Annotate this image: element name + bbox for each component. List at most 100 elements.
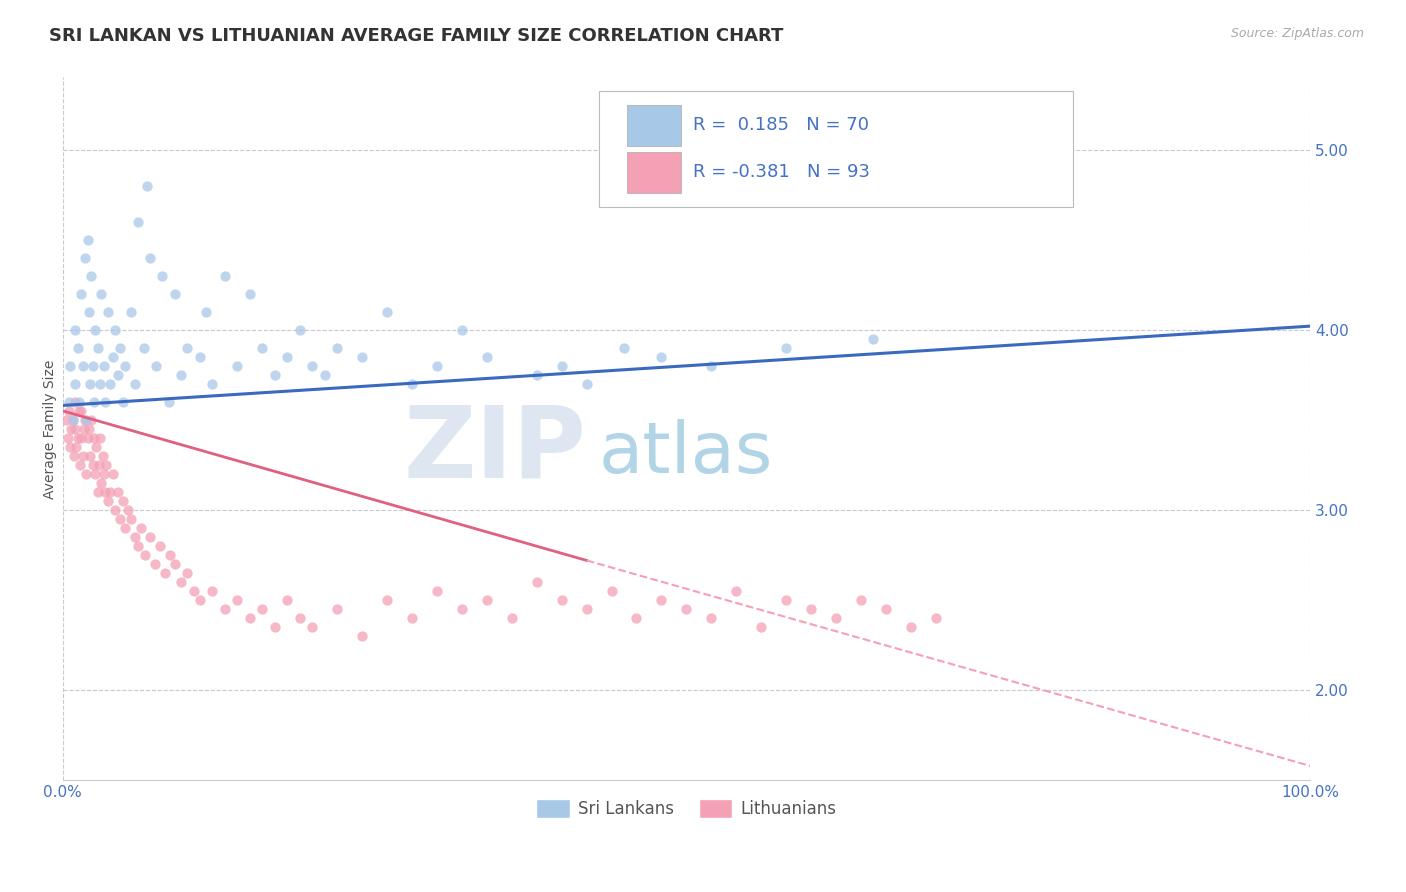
Point [83,431,105,445]
Point [107,368,129,382]
Point [288,611,311,625]
Point [475,593,498,607]
Point [276,593,298,607]
Point [59,359,82,373]
Point [114,521,136,535]
Point [58,394,80,409]
Point [67,394,90,409]
Point [314,368,336,382]
Point [252,341,274,355]
Point [120,512,142,526]
Point [63,376,86,391]
Point [170,575,193,590]
Point [70,431,93,445]
Point [97,494,120,508]
Point [86,485,108,500]
Point [176,341,198,355]
Point [749,620,772,634]
Point [101,467,124,481]
Text: R = -0.381   N = 93: R = -0.381 N = 93 [693,163,870,181]
Point [650,593,672,607]
Point [188,593,211,607]
Point [352,350,374,364]
Point [104,503,127,517]
Point [79,449,101,463]
Point [700,359,723,373]
Point [800,602,823,616]
Point [89,376,111,391]
Point [124,530,146,544]
Point [825,611,848,625]
Point [108,512,131,526]
Point [900,620,922,634]
Point [725,584,748,599]
Text: SRI LANKAN VS LITHUANIAN AVERAGE FAMILY SIZE CORRELATION CHART: SRI LANKAN VS LITHUANIAN AVERAGE FAMILY … [49,27,783,45]
Point [575,602,598,616]
Point [775,593,797,607]
Point [326,341,349,355]
Point [63,394,86,409]
Point [66,431,89,445]
Point [426,584,449,599]
Text: R =  0.185   N = 70: R = 0.185 N = 70 [693,116,869,134]
Point [214,268,236,283]
Point [117,503,139,517]
Point [157,394,180,409]
Point [501,611,523,625]
Point [626,611,648,625]
Point [862,332,884,346]
Point [132,341,155,355]
Point [195,304,218,318]
Point [239,286,262,301]
Point [75,413,97,427]
Point [93,467,115,481]
Point [90,475,112,490]
Point [82,359,104,373]
Point [550,359,572,373]
Point [263,620,285,634]
Point [152,268,174,283]
Point [450,323,472,337]
Point [111,494,134,508]
Point [143,557,166,571]
Point [82,458,104,472]
Point [301,620,323,634]
Point [55,413,77,427]
Point [75,251,97,265]
Point [77,304,100,318]
Point [214,602,236,616]
Point [526,368,548,382]
Text: atlas: atlas [599,419,773,488]
Point [111,394,134,409]
Point [450,602,472,616]
Point [252,602,274,616]
Point [94,394,117,409]
Point [69,458,91,472]
Point [108,341,131,355]
Point [700,611,723,625]
Point [276,350,298,364]
Point [70,286,93,301]
Point [188,350,211,364]
Point [76,431,98,445]
Point [163,557,186,571]
Point [301,359,323,373]
Legend: Sri Lankans, Lithuanians: Sri Lankans, Lithuanians [530,792,844,825]
Point [134,548,156,562]
Point [114,359,136,373]
Point [86,341,108,355]
Point [326,602,349,616]
Point [65,440,87,454]
Point [101,350,124,364]
Point [650,350,672,364]
Point [526,575,548,590]
Point [104,323,127,337]
Point [139,251,162,265]
Point [63,323,86,337]
Point [375,304,398,318]
Point [139,530,162,544]
Y-axis label: Average Family Size: Average Family Size [44,359,58,499]
Point [426,359,449,373]
Point [98,376,121,391]
Point [59,440,82,454]
